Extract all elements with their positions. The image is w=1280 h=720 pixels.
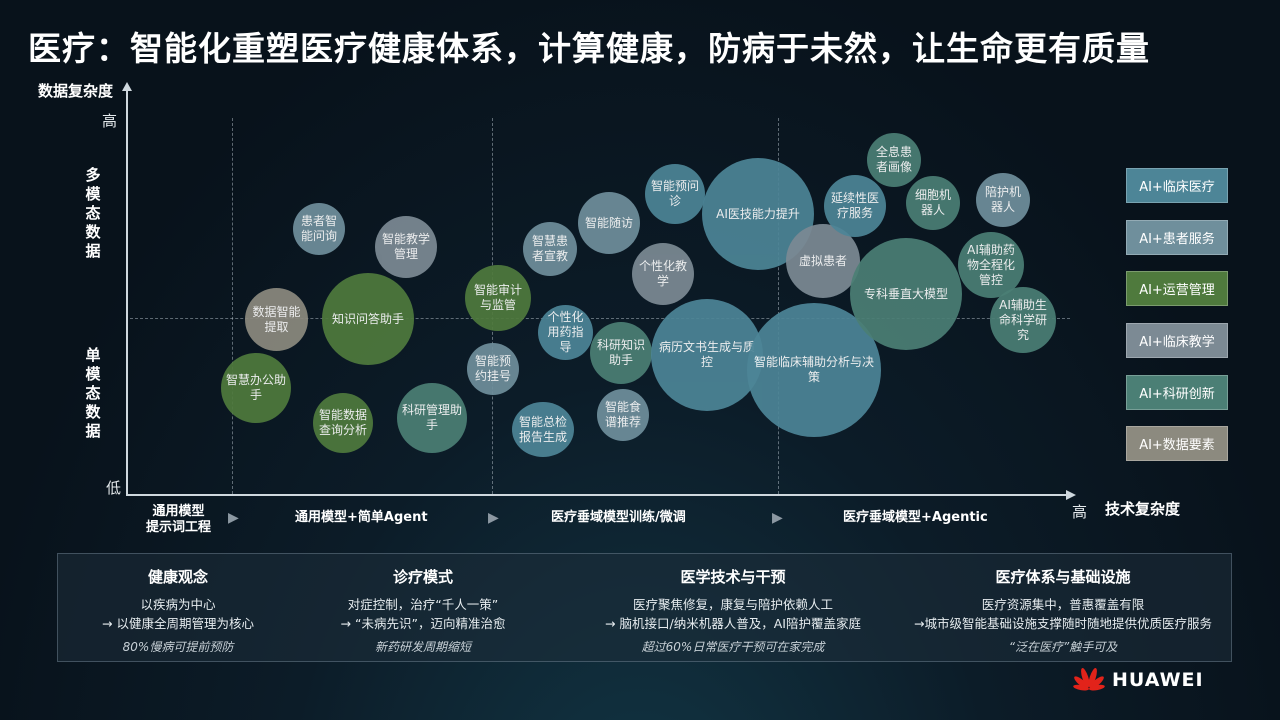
bubble-audit-supervision: 智能审计与监管 [465, 265, 531, 331]
panel-heading: 诊疗模式 [392, 568, 453, 586]
panel-line: 医疗资源集中，普惠覆盖有限 [981, 597, 1145, 612]
bubble-drug-control: AI辅助药物全程化管控 [958, 232, 1024, 298]
stage-divider [778, 118, 779, 494]
panel-line: 对症控制，治疗“千人一策” [347, 597, 499, 612]
chevron-right-icon: ▶ [772, 510, 783, 526]
y-axis-high: 高 [102, 112, 118, 130]
bubble-patient-portrait: 全息患者画像 [867, 133, 921, 187]
panel-line: 医疗聚焦修复，康复与陪护依赖人工 [632, 597, 833, 612]
legend-data: AI+数据要素 [1126, 426, 1228, 461]
x-axis-arrow [1066, 490, 1076, 500]
bubble-medication-guide: 个性化用药指导 [538, 305, 593, 360]
bubble-pre-consultation: 智能预问诊 [645, 164, 705, 224]
stage-2: 通用模型+简单Agent [295, 510, 428, 525]
panel-health-concept: 健康观念 以疾病为中心 → 以健康全周期管理为核心 80%慢病可提前预防 [58, 566, 298, 655]
bubble-data-query: 智能数据查询分析 [313, 393, 373, 453]
bubble-personalized-teaching: 个性化教学 [632, 243, 694, 305]
huawei-flower-icon [1073, 668, 1105, 691]
legend-operations: AI+运营管理 [1126, 271, 1228, 306]
stage-3: 医疗垂域模型训练/微调 [551, 510, 686, 525]
panel-note: 新药研发周期缩短 [374, 640, 471, 654]
y-axis [126, 90, 128, 496]
panel-diagnosis-mode: 诊疗模式 对症控制，治疗“千人一策” → “未病先识”，迈向精准治愈 新药研发周… [313, 566, 533, 655]
panel-note: 80%慢病可提前预防 [122, 640, 234, 654]
modality-divider [130, 318, 1070, 319]
bubble-medical-records: 病历文书生成与质控 [651, 299, 763, 411]
y-axis-low: 低 [106, 479, 122, 497]
bubble-care-robot: 陪护机器人 [976, 173, 1030, 227]
panel-infrastructure: 医疗体系与基础设施 医疗资源集中，普惠覆盖有限 →城市级智能基础设施支撑随时随地… [898, 566, 1228, 655]
x-axis-label: 技术复杂度 [1105, 500, 1181, 518]
panel-line: → 以健康全周期管理为核心 [102, 616, 254, 631]
panel-note: 超过60%日常医疗干预可在家完成 [641, 640, 825, 654]
panel-heading: 医疗体系与基础设施 [995, 568, 1131, 586]
panel-heading: 健康观念 [147, 568, 208, 586]
bubble-patient-inquiry: 患者智能问询 [293, 203, 345, 255]
panel-note: “泛在医疗”触手可及 [1008, 640, 1118, 654]
brand-name: HUAWEI [1112, 669, 1204, 691]
legend-research: AI+科研创新 [1126, 375, 1228, 410]
bubble-teaching-management: 智能教学管理 [375, 216, 437, 278]
bubble-data-extraction: 数据智能提取 [245, 288, 308, 351]
y-group-unimodal: 单模态数据 [85, 346, 101, 440]
y-group-multimodal: 多模态数据 [85, 166, 101, 260]
panel-line: →城市级智能基础设施支撑随时随地提供优质医疗服务 [914, 616, 1212, 631]
bubble-continuous-care: 延续性医疗服务 [824, 175, 886, 237]
chevron-right-icon: ▶ [488, 510, 499, 526]
bubble-knowledge-qa: 知识问答助手 [322, 273, 414, 365]
huawei-logo: HUAWEI [1072, 667, 1204, 693]
bubble-followup: 智能随访 [578, 192, 640, 254]
bubble-diet-recommendation: 智能食谱推荐 [597, 389, 649, 441]
bubble-research-knowledge: 科研知识助手 [590, 322, 652, 384]
outlook-panel: 健康观念 以疾病为中心 → 以健康全周期管理为核心 80%慢病可提前预防 诊疗模… [57, 553, 1232, 662]
chevron-right-icon: ▶ [228, 510, 239, 526]
y-axis-arrow [122, 82, 132, 91]
panel-medical-tech: 医学技术与干预 医疗聚焦修复，康复与陪护依赖人工 → 脑机接口/纳米机器人普及，… [583, 566, 883, 655]
x-axis-high: 高 [1072, 503, 1088, 521]
page-title: 医疗：智能化重塑医疗健康体系，计算健康，防病于未然，让生命更有质量 [28, 29, 1150, 68]
bubble-checkup-report: 智能总检报告生成 [512, 402, 574, 457]
bubble-cell-robot: 细胞机器人 [906, 176, 960, 230]
stage-divider [232, 118, 233, 494]
bubble-life-science: AI辅助生命科学研究 [990, 287, 1056, 353]
bubble-appointment: 智能预约挂号 [467, 343, 519, 395]
legend-clinical: AI+临床医疗 [1126, 168, 1228, 203]
bubble-office-assistant: 智慧办公助手 [221, 353, 291, 423]
bubble-research-management: 科研管理助手 [397, 383, 467, 453]
x-axis [126, 494, 1068, 496]
bubble-clinical-decision: 智能临床辅助分析与决策 [747, 303, 881, 437]
panel-line: 以疾病为中心 [140, 597, 216, 612]
panel-heading: 医学技术与干预 [680, 568, 786, 586]
stage-4: 医疗垂域模型+Agentic [843, 510, 988, 525]
bubble-specialty-model: 专科垂直大模型 [850, 238, 962, 350]
bubble-patient-education: 智慧患者宣教 [523, 222, 577, 276]
y-axis-label: 数据复杂度 [38, 82, 114, 100]
legend-teaching: AI+临床教学 [1126, 323, 1228, 358]
panel-line: → 脑机接口/纳米机器人普及，AI陪护覆盖家庭 [605, 616, 861, 631]
panel-line: → “未病先识”，迈向精准治愈 [340, 616, 506, 631]
legend-patient: AI+患者服务 [1126, 220, 1228, 255]
stage-1: 通用模型 提示词工程 [146, 504, 212, 535]
